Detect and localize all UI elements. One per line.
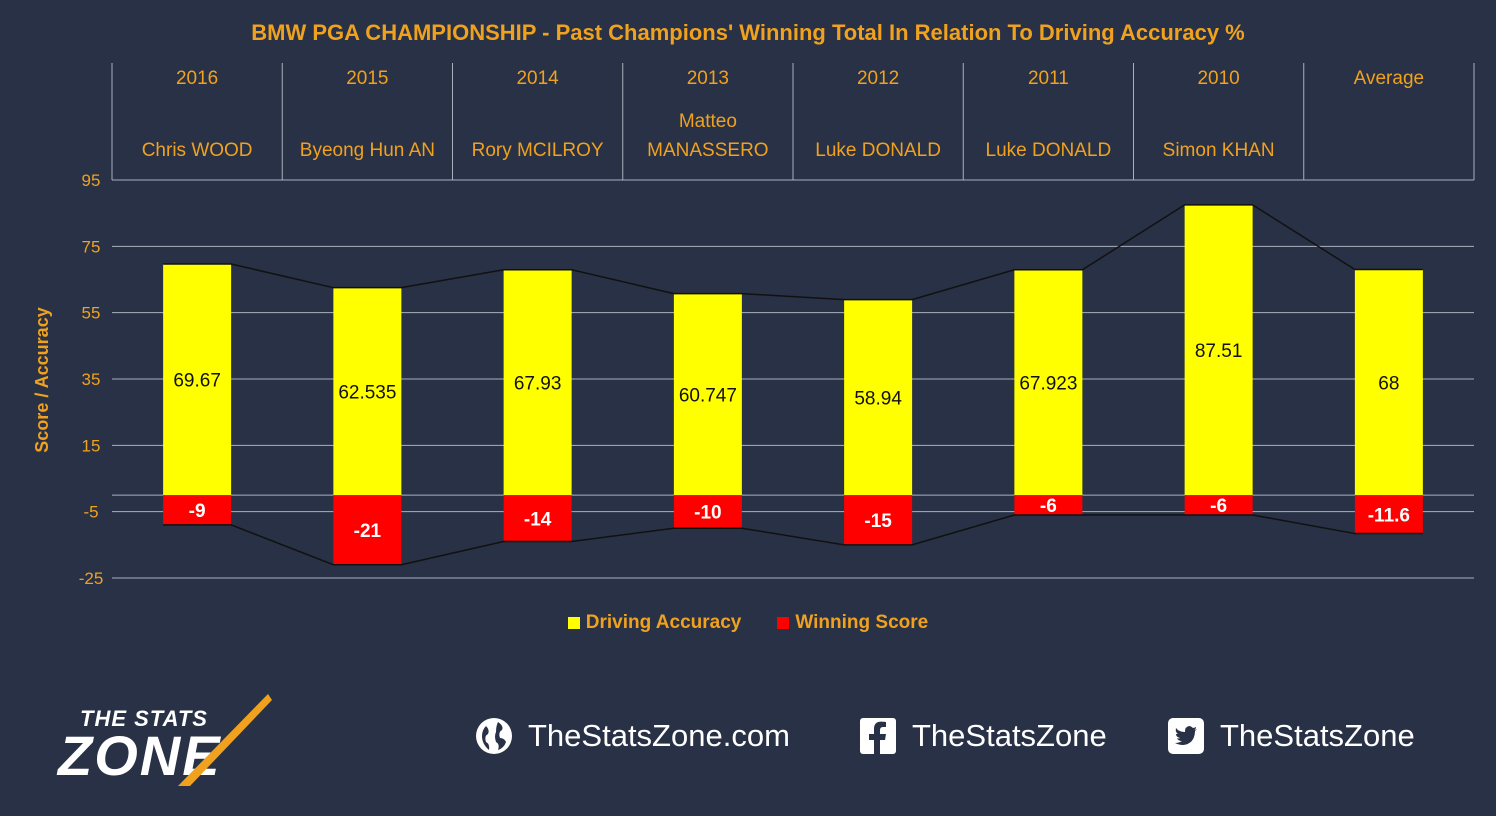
x-tick-label-player: Byeong Hun AN: [300, 140, 435, 161]
twitter-text: TheStatsZone: [1220, 718, 1415, 753]
x-tick-label-year: Average: [1354, 68, 1424, 89]
y-axis-label: Score / Accuracy: [32, 307, 52, 452]
facebook-text: TheStatsZone: [912, 718, 1107, 753]
twitter-icon: [1166, 716, 1206, 756]
data-label-winning-score: -6: [1040, 496, 1057, 517]
website-text: TheStatsZone.com: [528, 718, 790, 753]
data-label-winning-score: -6: [1210, 496, 1227, 517]
data-label-winning-score: -10: [694, 503, 721, 524]
data-label-driving-accuracy: 69.67: [173, 371, 221, 392]
bar-winning-score: [503, 495, 572, 542]
bar-driving-accuracy: [503, 269, 572, 496]
logo-swoosh-icon: [178, 694, 272, 786]
data-label-winning-score: -15: [864, 511, 892, 532]
bar-winning-score: [163, 495, 232, 525]
x-tick-label-player: Luke DONALD: [815, 140, 941, 161]
data-label-winning-score: -14: [524, 509, 552, 530]
chart-title: BMW PGA CHAMPIONSHIP - Past Champions' W…: [251, 20, 1245, 45]
chart-legend: Driving Accuracy Winning Score: [0, 612, 1496, 634]
series-line-driving-accuracy: [163, 204, 1423, 301]
x-tick-label-year: 2014: [516, 68, 559, 89]
bar-winning-score: [844, 495, 913, 545]
bar-driving-accuracy: [163, 264, 232, 496]
x-tick-label-player: Matteo: [679, 111, 737, 132]
twitter-link[interactable]: TheStatsZone: [1166, 716, 1415, 756]
website-link[interactable]: TheStatsZone.com: [474, 716, 790, 756]
y-tick-label: 35: [82, 370, 101, 389]
logo-top-text: THE STATS: [80, 706, 208, 731]
y-tick-label: 15: [82, 436, 101, 455]
data-label-driving-accuracy: 67.923: [1019, 373, 1077, 394]
legend-swatch-winning-score: [777, 617, 790, 629]
y-tick-label: 55: [82, 304, 101, 323]
x-tick-label-year: 2010: [1197, 68, 1239, 89]
x-tick-label-year: 2012: [857, 68, 899, 89]
x-tick-label-year: 2011: [1028, 68, 1069, 89]
legend-item-driving-accuracy: Driving Accuracy: [567, 612, 742, 634]
facebook-link[interactable]: TheStatsZone: [858, 716, 1107, 756]
bar-driving-accuracy: [1184, 204, 1253, 496]
legend-label-winning-score: Winning Score: [795, 612, 929, 633]
data-label-driving-accuracy: 87.51: [1195, 341, 1243, 362]
x-tick-label-player: Simon KHAN: [1163, 140, 1275, 161]
facebook-icon: [858, 716, 898, 756]
bar-winning-score: [1354, 495, 1423, 534]
y-tick-label: 95: [82, 171, 101, 190]
bar-driving-accuracy: [333, 287, 402, 496]
x-tick-label-player: Chris WOOD: [142, 140, 253, 161]
bar-winning-score: [333, 495, 402, 565]
x-tick-label-player: Luke DONALD: [986, 140, 1112, 161]
legend-item-winning-score: Winning Score: [777, 612, 928, 634]
bar-driving-accuracy: [1354, 269, 1423, 496]
stats-zone-logo: THE STATS ZONE: [58, 692, 318, 788]
bar-winning-score: [1184, 495, 1253, 515]
data-label-driving-accuracy: 67.93: [514, 373, 562, 394]
data-label-winning-score: -21: [354, 521, 382, 542]
y-tick-label: -5: [83, 503, 98, 522]
bar-winning-score: [673, 495, 742, 529]
bar-driving-accuracy: [844, 299, 913, 496]
x-tick-label-year: 2016: [176, 68, 218, 89]
footer: THE STATS ZONE TheStatsZone.com TheStats…: [0, 680, 1496, 816]
bar-driving-accuracy: [1014, 269, 1083, 496]
data-label-winning-score: -11.6: [1368, 505, 1410, 526]
bar-winning-score: [1014, 495, 1083, 515]
data-label-driving-accuracy: 68: [1378, 373, 1399, 394]
series-line-winning-score: [163, 514, 1423, 566]
x-tick-label-player: Rory MCILROY: [472, 140, 604, 161]
bar-driving-accuracy: [673, 293, 742, 496]
x-tick-label-player: MANASSERO: [647, 140, 768, 161]
legend-swatch-driving-accuracy: [567, 617, 580, 629]
x-tick-label-year: 2013: [687, 68, 729, 89]
data-label-driving-accuracy: 60.747: [679, 385, 737, 406]
x-tick-label-year: 2015: [346, 68, 388, 89]
legend-label-driving-accuracy: Driving Accuracy: [585, 612, 742, 633]
data-label-driving-accuracy: 58.94: [854, 388, 902, 409]
y-tick-label: -25: [79, 569, 104, 588]
y-tick-label: 75: [82, 237, 101, 256]
data-label-winning-score: -9: [189, 501, 206, 522]
globe-icon: [474, 716, 514, 756]
data-label-driving-accuracy: 62.535: [338, 382, 396, 403]
